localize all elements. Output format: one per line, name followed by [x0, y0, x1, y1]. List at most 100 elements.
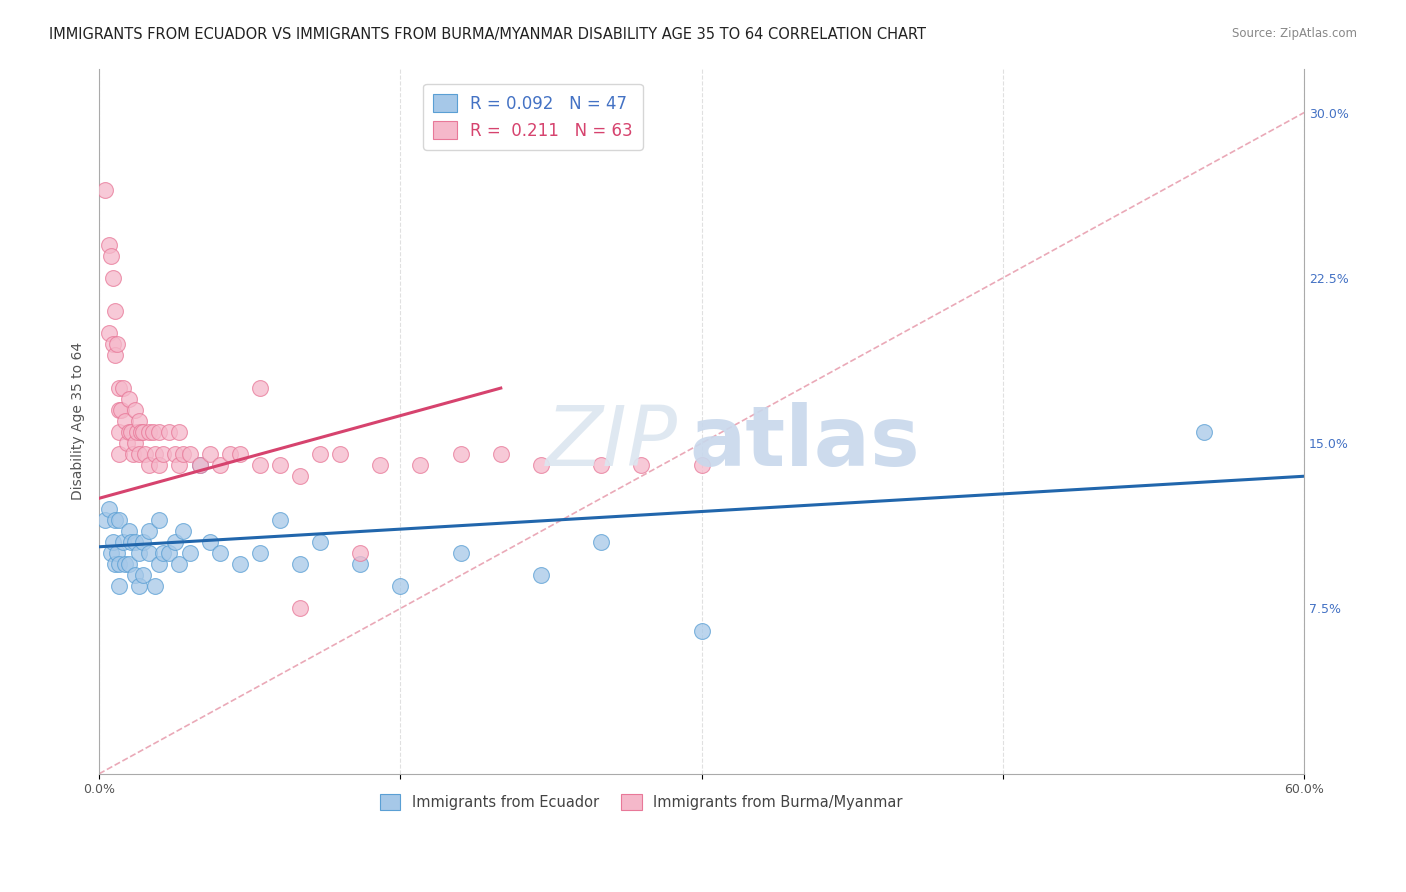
Point	[104, 348, 127, 362]
Point	[104, 558, 127, 572]
Point	[179, 546, 201, 560]
Point	[249, 546, 271, 560]
Point	[148, 425, 170, 439]
Point	[110, 403, 132, 417]
Point	[98, 237, 121, 252]
Point	[129, 425, 152, 439]
Point	[309, 447, 332, 461]
Point	[112, 535, 135, 549]
Point	[142, 425, 165, 439]
Point	[288, 469, 311, 483]
Point	[127, 425, 149, 439]
Point	[591, 535, 613, 549]
Point	[103, 271, 125, 285]
Point	[157, 425, 180, 439]
Point	[169, 425, 191, 439]
Point	[108, 447, 131, 461]
Point	[98, 326, 121, 340]
Point	[143, 447, 166, 461]
Point	[143, 579, 166, 593]
Point	[105, 337, 128, 351]
Point	[450, 546, 472, 560]
Point	[690, 624, 713, 638]
Point	[134, 447, 156, 461]
Legend: Immigrants from Ecuador, Immigrants from Burma/Myanmar: Immigrants from Ecuador, Immigrants from…	[374, 789, 908, 816]
Point	[108, 381, 131, 395]
Point	[591, 458, 613, 473]
Point	[152, 546, 174, 560]
Point	[349, 558, 371, 572]
Point	[309, 535, 332, 549]
Point	[288, 558, 311, 572]
Point	[288, 601, 311, 615]
Point	[269, 458, 291, 473]
Point	[112, 381, 135, 395]
Point	[132, 535, 155, 549]
Point	[128, 447, 150, 461]
Text: Source: ZipAtlas.com: Source: ZipAtlas.com	[1232, 27, 1357, 40]
Point	[198, 447, 221, 461]
Point	[172, 447, 194, 461]
Point	[138, 546, 160, 560]
Point	[148, 513, 170, 527]
Point	[108, 425, 131, 439]
Point	[630, 458, 652, 473]
Point	[105, 546, 128, 560]
Point	[108, 513, 131, 527]
Point	[228, 558, 250, 572]
Text: IMMIGRANTS FROM ECUADOR VS IMMIGRANTS FROM BURMA/MYANMAR DISABILITY AGE 35 TO 64: IMMIGRANTS FROM ECUADOR VS IMMIGRANTS FR…	[49, 27, 927, 42]
Point	[409, 458, 432, 473]
Point	[103, 337, 125, 351]
Point	[132, 425, 155, 439]
Point	[132, 568, 155, 582]
Point	[120, 425, 142, 439]
Point	[104, 304, 127, 318]
Point	[114, 558, 136, 572]
Point	[208, 458, 231, 473]
Point	[179, 447, 201, 461]
Point	[530, 568, 553, 582]
Point	[450, 447, 472, 461]
Point	[138, 458, 160, 473]
Point	[94, 513, 117, 527]
Point	[148, 458, 170, 473]
Point	[124, 568, 146, 582]
Point	[228, 447, 250, 461]
Point	[98, 502, 121, 516]
Point	[249, 381, 271, 395]
Point	[169, 458, 191, 473]
Point	[169, 558, 191, 572]
Point	[1192, 425, 1215, 439]
Point	[94, 183, 117, 197]
Point	[489, 447, 512, 461]
Text: ZIP: ZIP	[546, 401, 678, 483]
Point	[218, 447, 240, 461]
Point	[269, 513, 291, 527]
Point	[138, 524, 160, 539]
Point	[188, 458, 211, 473]
Point	[165, 535, 187, 549]
Text: atlas: atlas	[689, 401, 921, 483]
Point	[117, 436, 139, 450]
Point	[208, 546, 231, 560]
Point	[124, 535, 146, 549]
Y-axis label: Disability Age 35 to 64: Disability Age 35 to 64	[72, 343, 86, 500]
Point	[114, 414, 136, 428]
Point	[108, 403, 131, 417]
Point	[108, 579, 131, 593]
Point	[329, 447, 352, 461]
Point	[188, 458, 211, 473]
Point	[157, 546, 180, 560]
Point	[152, 447, 174, 461]
Point	[118, 392, 141, 406]
Point	[128, 414, 150, 428]
Point	[148, 558, 170, 572]
Point	[124, 403, 146, 417]
Point	[122, 447, 145, 461]
Point	[172, 524, 194, 539]
Point	[103, 535, 125, 549]
Point	[100, 546, 122, 560]
Point	[128, 546, 150, 560]
Point	[165, 447, 187, 461]
Point	[349, 546, 371, 560]
